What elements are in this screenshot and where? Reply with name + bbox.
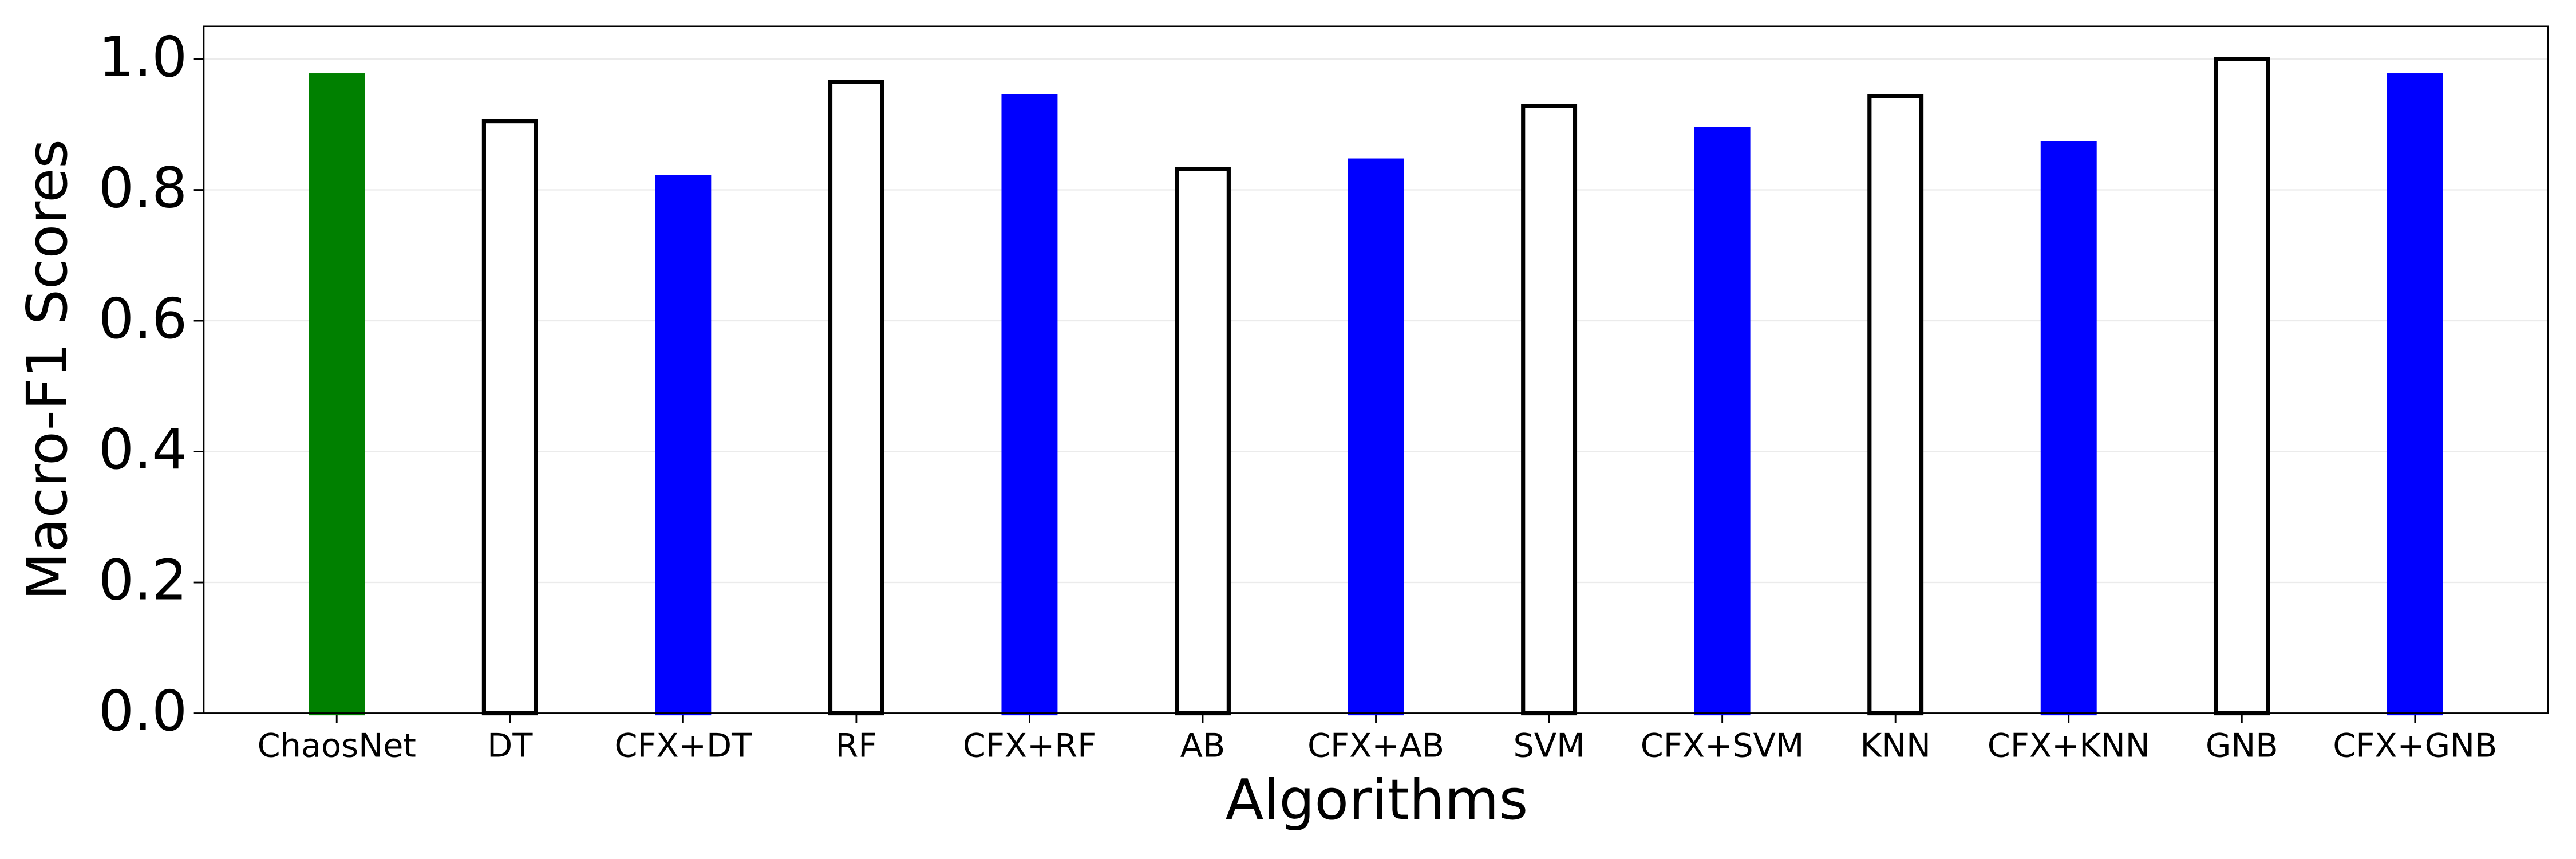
y-axis-label: Macro-F1 Scores [15,139,80,601]
x-tick-label: CFX+KNN [1988,726,2150,765]
y-tick-label: 0.2 [98,548,187,613]
x-tick-label: CFX+AB [1307,726,1444,765]
bar [828,80,884,716]
bar [1348,158,1404,716]
bar [1694,127,1751,716]
bar [1521,104,1578,716]
y-tick-label: 1.0 [98,25,187,90]
x-tick-label: KNN [1860,726,1930,765]
bar [309,73,365,716]
y-tick-label: 0.8 [98,155,187,220]
x-tick-label: CFX+RF [963,726,1096,765]
x-tick-label: CFX+GNB [2333,726,2497,765]
y-tick-label: 0.4 [98,417,187,482]
x-tick-label: CFX+DT [615,726,753,765]
x-axis-label: Algorithms [1226,767,1528,833]
x-tick-label: CFX+SVM [1641,726,1804,765]
plot-frame [203,25,2549,714]
bar [2387,73,2443,716]
y-tick-label: 0.0 [98,679,187,744]
bar [1001,94,1058,716]
bar [655,175,712,716]
bar [1867,94,1924,716]
x-tick-label: ChaosNet [258,726,416,765]
x-tick-label: RF [835,726,877,765]
x-tick-label: SVM [1514,726,1585,765]
bar [2040,141,2097,716]
x-tick-label: GNB [2206,726,2278,765]
bar [2214,57,2270,716]
x-tick-label: DT [487,726,533,765]
bar [481,119,538,716]
bar [1175,167,1231,716]
x-tick-label: AB [1180,726,1226,765]
y-tick-label: 0.6 [98,286,187,352]
